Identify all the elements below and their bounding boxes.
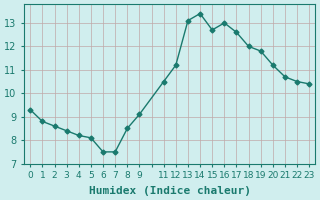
X-axis label: Humidex (Indice chaleur): Humidex (Indice chaleur) xyxy=(89,186,251,196)
